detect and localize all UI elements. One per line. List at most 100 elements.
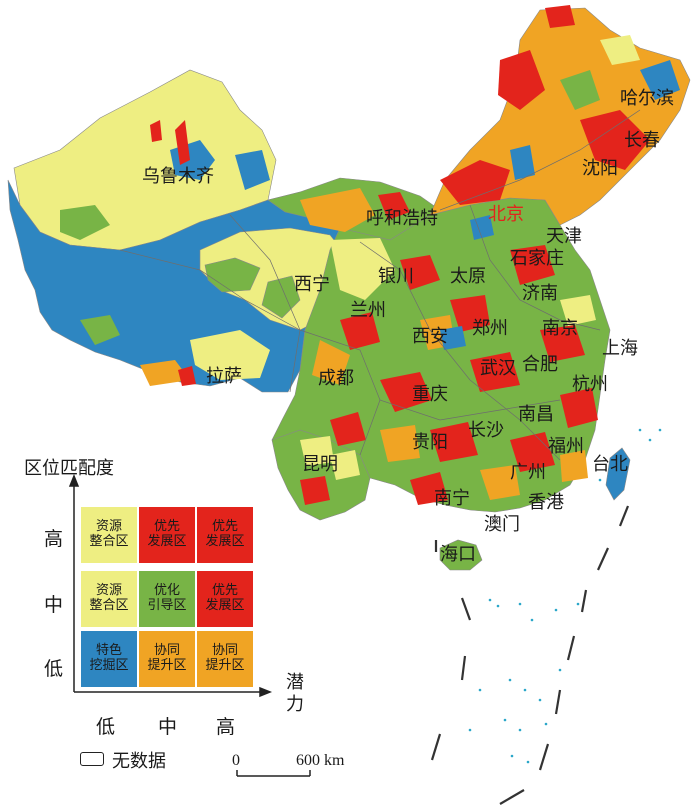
patch-c-red-8: [510, 432, 555, 472]
legend-cell-mid-high: 优先 发展区: [196, 570, 254, 628]
patch-yunnan-red: [300, 476, 330, 505]
city-label: 兰州: [350, 300, 386, 321]
city-label: 西宁: [294, 274, 330, 295]
legend-x-tick-mid: 中: [158, 716, 178, 738]
legend-cell-mid-mid: 优化 引导区: [138, 570, 196, 628]
patch-c-orange-4: [560, 450, 588, 482]
city-label: 成都: [318, 368, 354, 389]
patch-c-yellow-2: [300, 436, 334, 466]
patch-im-yellow: [330, 238, 395, 300]
city-label: 乌鲁木齐: [142, 166, 214, 187]
no-data-swatch: [80, 752, 104, 766]
patch-c-red-12: [410, 472, 448, 505]
legend-y-tick-high: 高: [44, 528, 64, 550]
city-label: 香港: [528, 492, 564, 513]
city-label: 郑州: [472, 318, 508, 339]
city-label: 南宁: [434, 488, 470, 509]
legend-cell-high-high: 优先 发展区: [196, 506, 254, 564]
legend-cell-low-low: 特色 挖掘区: [80, 630, 138, 688]
city-label: 济南: [522, 283, 558, 304]
patch-tibet-yellow: [190, 330, 270, 380]
patch-ne-blue-1: [510, 145, 535, 180]
city-label: 长沙: [468, 420, 504, 441]
patch-xinjiang-red: [175, 120, 190, 165]
city-label: 呼和浩特: [366, 208, 438, 229]
city-label: 沈阳: [582, 158, 618, 179]
city-label: 广州: [510, 462, 546, 483]
patch-im-red: [378, 192, 410, 220]
patch-xinjiang-red-2: [150, 120, 162, 142]
city-label: 拉萨: [206, 366, 242, 387]
patch-ne-red-2: [440, 160, 510, 205]
patch-c-red-4: [380, 372, 432, 412]
patch-c-blue-1: [440, 326, 466, 350]
legend-cell-mid-low: 资源 整合区: [80, 570, 138, 628]
patch-c-red-2: [450, 295, 490, 332]
legend-cell-high-low: 资源 整合区: [80, 506, 138, 564]
legend-y-axis-title: 区位匹配度: [24, 458, 114, 479]
patch-ne-red-4: [545, 5, 575, 28]
legend-cell-low-high: 协同 提升区: [196, 630, 254, 688]
city-label: 北京: [488, 204, 524, 225]
legend-x-axis-title: 潜力: [286, 672, 304, 715]
patch-im-orange: [300, 188, 375, 232]
patch-c-red-11: [330, 412, 366, 446]
city-label: 台北: [592, 454, 628, 475]
city-label: 西安: [412, 326, 448, 347]
patch-tibet-green: [80, 315, 120, 345]
patch-c-red-7: [430, 422, 478, 462]
city-label: 昆明: [302, 454, 338, 475]
city-label: 杭州: [572, 374, 608, 395]
map-patches: [60, 5, 680, 505]
legend-x-tick-high: 高: [216, 716, 236, 738]
region-taiwan: [605, 447, 631, 501]
no-data-label: 无数据: [112, 751, 166, 772]
city-label: 澳门: [484, 514, 520, 535]
patch-c-orange-3: [480, 465, 520, 500]
patch-ne-yellow: [600, 35, 640, 65]
region-qinghai-green: [204, 257, 261, 293]
patch-c-red-6: [540, 325, 585, 362]
city-label: 天津: [546, 226, 582, 247]
region-hainan: [439, 539, 483, 571]
scale-start-label: 0: [232, 752, 240, 769]
city-label: 哈尔滨: [620, 88, 674, 109]
city-label: 上海: [602, 338, 638, 359]
city-label: 银川: [378, 266, 414, 287]
city-label: 石家庄: [510, 248, 564, 269]
patch-c-yellow-1: [560, 295, 596, 326]
patch-c-red-1: [400, 255, 440, 290]
patch-c-orange-1: [312, 340, 350, 385]
scale-bar: [236, 770, 311, 777]
city-label: 重庆: [412, 384, 448, 405]
patch-yunnan-yellow: [330, 450, 360, 480]
patch-tibet-orange: [140, 360, 190, 386]
province-boundaries: [119, 109, 641, 461]
city-label: 海口: [440, 544, 476, 565]
patch-ne-red-3: [580, 110, 650, 170]
patch-c-red-3: [510, 245, 555, 285]
patch-xinjiang-blue-2: [235, 150, 270, 190]
city-label: 南昌: [518, 404, 554, 425]
city-label: 贵阳: [412, 432, 448, 453]
city-label: 长春: [624, 130, 660, 151]
legend-y-tick-mid: 中: [44, 594, 64, 616]
patch-ne-blue-2: [640, 60, 680, 100]
city-label: 太原: [450, 266, 486, 287]
patch-c-red-5: [470, 352, 520, 392]
patch-tibet-red: [178, 366, 196, 386]
patch-ne-red-1: [498, 50, 545, 110]
city-label: 福州: [548, 436, 584, 457]
legend-cell-low-mid: 协同 提升区: [138, 630, 196, 688]
patch-ne-green: [560, 70, 600, 110]
patch-c-red-10: [560, 388, 598, 428]
patch-c-red-9: [340, 312, 380, 350]
city-label: 武汉: [480, 358, 516, 379]
south-sea-islands: [468, 428, 662, 764]
city-label: 合肥: [522, 354, 558, 375]
scale-end-label: 600 km: [296, 752, 345, 769]
legend-x-tick-low: 低: [96, 716, 116, 738]
city-label: 南京: [542, 318, 578, 339]
patch-xinjiang-green: [60, 205, 110, 240]
